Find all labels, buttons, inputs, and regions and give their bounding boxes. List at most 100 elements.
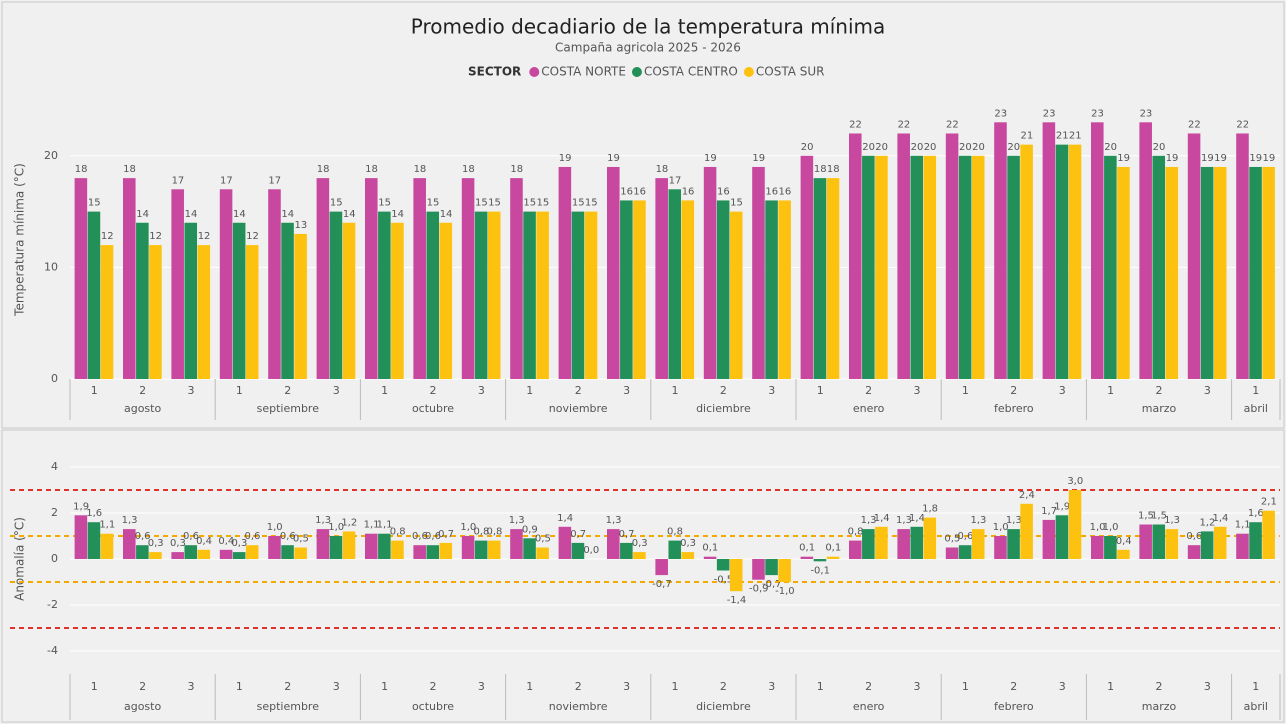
data-label: 23 <box>1140 108 1153 119</box>
x-tick-label: 2 <box>430 384 437 397</box>
bar <box>171 552 184 559</box>
data-label: -0,1 <box>810 565 830 576</box>
data-label: 0,4 <box>1116 536 1132 547</box>
bar <box>800 556 814 559</box>
bar <box>268 536 281 559</box>
data-label: 18 <box>75 164 88 175</box>
data-label: 1,4 <box>1213 513 1229 524</box>
x-tick-label: 1 <box>236 680 243 693</box>
data-label: 0,5 <box>944 534 960 545</box>
data-label: 1,3 <box>1006 515 1022 526</box>
x-group-label: octubre <box>412 700 454 713</box>
x-tick-label: 3 <box>478 680 485 693</box>
bar <box>765 559 778 576</box>
x-tick-label: 1 <box>236 384 243 397</box>
x-tick-label: 1 <box>1252 384 1259 397</box>
x-tick-label: 3 <box>768 680 775 693</box>
data-label: 0,5 <box>535 534 551 545</box>
bar <box>681 552 695 559</box>
data-label: 19 <box>1201 153 1214 164</box>
bar <box>136 222 149 379</box>
data-label: 19 <box>1117 153 1130 164</box>
data-label: 0,8 <box>487 527 503 538</box>
bar <box>1104 155 1117 379</box>
bar <box>826 178 840 379</box>
bar <box>536 547 549 559</box>
bar <box>74 178 88 379</box>
bar <box>219 189 233 379</box>
data-label: 17 <box>669 175 682 186</box>
bar <box>813 559 827 562</box>
data-label: 17 <box>172 175 185 186</box>
bar <box>923 155 937 379</box>
data-label: 16 <box>682 186 695 197</box>
bar <box>184 222 198 379</box>
data-label: 1,3 <box>315 515 331 526</box>
x-group-label: noviembre <box>549 402 608 415</box>
bar <box>510 178 523 379</box>
bar <box>778 200 791 379</box>
data-label: 1,1 <box>99 520 115 531</box>
bar <box>620 542 633 559</box>
x-tick-label: 1 <box>962 384 969 397</box>
bar <box>1139 122 1152 379</box>
x-tick-label: 3 <box>768 384 775 397</box>
x-group-label: abril <box>1244 700 1268 713</box>
data-label: -0,7 <box>762 579 782 590</box>
bar <box>364 178 378 379</box>
bar <box>800 155 814 379</box>
bar <box>364 533 378 559</box>
bar <box>606 166 620 379</box>
bar <box>149 552 162 559</box>
data-label: 0,6 <box>135 531 151 542</box>
data-label: 18 <box>317 164 330 175</box>
data-label: 18 <box>814 164 827 175</box>
x-group-label: febrero <box>994 402 1034 415</box>
data-label: 12 <box>101 231 114 242</box>
bar <box>87 211 101 379</box>
x-tick-label: 2 <box>1010 680 1017 693</box>
data-label: 1,0 <box>1103 522 1119 533</box>
bar <box>848 133 862 379</box>
y-axis-title: Anomalía (°C) <box>13 517 27 601</box>
data-label: 1,7 <box>1041 506 1057 517</box>
x-tick-label: 3 <box>1204 680 1211 693</box>
data-label: 20 <box>911 142 924 153</box>
data-label: 1,1 <box>364 520 380 531</box>
legend-label: COSTA CENTRO <box>644 65 738 79</box>
bar <box>197 549 211 559</box>
bar <box>655 559 668 576</box>
data-label: 0,0 <box>583 545 599 556</box>
bar <box>122 178 136 379</box>
bar <box>1213 526 1227 559</box>
bar <box>716 559 730 571</box>
bar <box>994 536 1007 559</box>
data-label: 22 <box>946 119 959 130</box>
bar <box>633 552 646 559</box>
data-label: 1,3 <box>509 515 525 526</box>
x-tick-label: 2 <box>720 384 727 397</box>
x-tick-label: 1 <box>381 680 388 693</box>
data-label: 1,4 <box>557 513 573 524</box>
bar <box>87 522 101 559</box>
x-tick-label: 3 <box>188 384 195 397</box>
data-label: 15 <box>730 198 743 209</box>
bar <box>897 529 910 559</box>
data-label: 18 <box>827 164 840 175</box>
data-label: 21 <box>1069 131 1082 142</box>
bar <box>1236 533 1249 559</box>
bar <box>100 245 114 379</box>
bar <box>778 559 791 582</box>
x-tick-label: 1 <box>962 680 969 693</box>
x-tick-label: 1 <box>672 680 679 693</box>
data-label: 1,3 <box>896 515 912 526</box>
bar <box>1262 510 1275 559</box>
bar <box>826 556 840 559</box>
data-label: 0,7 <box>438 529 454 540</box>
data-label: 12 <box>246 231 259 242</box>
data-label: 0,4 <box>196 536 212 547</box>
y-tick-label: -4 <box>47 644 58 657</box>
x-tick-label: 3 <box>914 680 921 693</box>
bar <box>1213 166 1227 379</box>
